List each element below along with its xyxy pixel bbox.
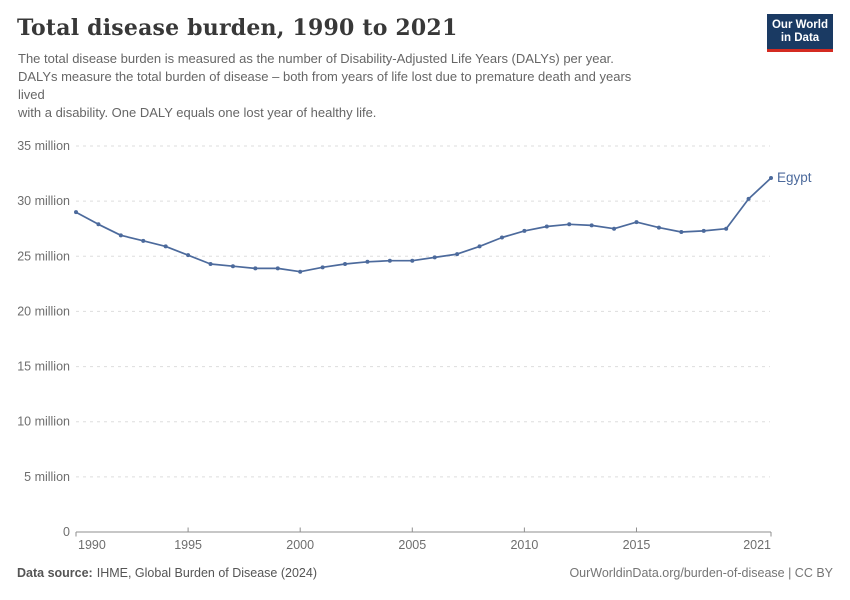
data-point[interactable] (96, 222, 101, 227)
data-point[interactable] (253, 266, 258, 271)
data-point[interactable] (769, 175, 773, 180)
data-point[interactable] (656, 225, 661, 230)
x-axis-label: 2021 (743, 538, 771, 552)
data-point[interactable] (634, 220, 639, 225)
owid-logo[interactable]: Our World in Data (767, 14, 833, 52)
data-point[interactable] (343, 262, 348, 267)
x-axis-label: 2005 (398, 538, 426, 552)
data-point[interactable] (298, 269, 303, 274)
y-axis-label: 25 million (17, 249, 70, 263)
x-axis-label: 2000 (286, 538, 314, 552)
y-axis-label: 30 million (17, 194, 70, 208)
data-point[interactable] (612, 226, 617, 231)
data-point[interactable] (118, 233, 123, 238)
data-point[interactable] (522, 228, 527, 233)
data-point[interactable] (679, 230, 684, 235)
data-point[interactable] (455, 252, 460, 257)
data-point[interactable] (544, 224, 549, 229)
data-point[interactable] (410, 258, 415, 263)
chart-title: Total disease burden, 1990 to 2021 (17, 15, 458, 41)
x-axis-label: 2010 (510, 538, 538, 552)
data-source-text: IHME, Global Burden of Disease (2024) (96, 566, 317, 580)
data-point[interactable] (186, 253, 191, 258)
x-axis-label: 2015 (623, 538, 651, 552)
data-point[interactable] (387, 258, 392, 263)
y-axis-label: 5 million (24, 470, 70, 484)
owid-logo-line1: Our World (771, 19, 828, 31)
data-point[interactable] (724, 226, 729, 231)
chart-subtitle: The total disease burden is measured as … (18, 51, 632, 120)
x-axis-label: 1995 (174, 538, 202, 552)
data-point[interactable] (74, 210, 78, 215)
y-axis-label: 15 million (17, 360, 70, 374)
y-axis-label: 10 million (17, 415, 70, 429)
data-point[interactable] (477, 244, 482, 249)
chart-footer: Data source: IHME, Global Burden of Disea… (17, 566, 833, 580)
data-point[interactable] (208, 262, 213, 267)
y-axis-label: 20 million (17, 304, 70, 318)
data-point[interactable] (589, 223, 594, 228)
footer-citation-link[interactable]: OurWorldinData.org/burden-of-disease | C… (569, 566, 833, 580)
data-point[interactable] (567, 222, 572, 227)
data-source-label: Data source: (17, 566, 93, 580)
data-point[interactable] (499, 235, 504, 240)
data-point[interactable] (275, 266, 280, 271)
data-point[interactable] (365, 259, 370, 264)
y-axis-label: 35 million (17, 139, 70, 153)
data-point[interactable] (141, 238, 146, 243)
entity-label-egypt[interactable]: Egypt (777, 170, 812, 185)
data-source: Data source: IHME, Global Burden of Disea… (17, 566, 317, 580)
data-point[interactable] (230, 264, 235, 269)
data-point[interactable] (320, 265, 325, 270)
data-line-egypt[interactable] (75, 177, 772, 273)
x-axis-label: 1990 (78, 538, 106, 552)
y-axis-label: 0 (63, 525, 70, 539)
owid-logo-line2: in Data (780, 32, 820, 44)
data-point[interactable] (701, 228, 706, 233)
data-point[interactable] (432, 255, 437, 260)
data-point[interactable] (746, 196, 751, 201)
data-point[interactable] (163, 244, 168, 249)
